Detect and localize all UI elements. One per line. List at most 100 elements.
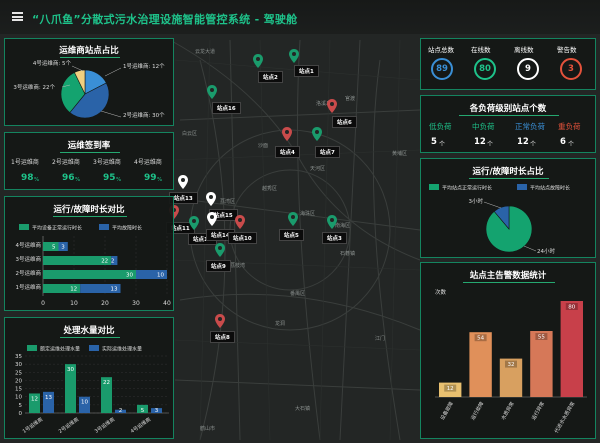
bar-segment [43,242,59,251]
pin-shape [235,215,245,229]
map-marker-label[interactable]: 站点5 [279,229,304,241]
map-marker-pin-icon[interactable] [327,215,337,229]
load-level-unit: 个 [439,141,446,148]
bar-value-label: 55 [538,335,545,341]
panel-title: 运维商站点占比 [59,46,119,56]
title-underline [463,282,555,283]
load-level-label: 重负荷 [558,122,581,131]
map-marker-label[interactable]: 站点7 [315,146,340,158]
stat-label: 离线数 [514,46,534,54]
bar-value-label: 5 [141,408,145,414]
map-marker-pin-icon[interactable] [215,314,225,328]
pin-hole [210,88,214,92]
map-marker-label[interactable]: 站点8 [210,331,235,343]
map-marker-pin-icon[interactable] [327,99,337,113]
map-marker-label[interactable]: 站点2 [258,71,283,83]
bar-value-label: 54 [477,336,484,342]
pie-leader [104,67,122,77]
alarm-stats-panel: 站点主告警数据统计 次数 12 设备故障 54 运行故障 32 水质异常 55 运行异常 80 代进… [420,262,596,439]
map-marker-label[interactable]: 站点10 [228,232,257,244]
map-marker-label[interactable]: 站点6 [332,116,357,128]
load-level-value: 12 [517,137,529,147]
map-place-label: 沙面 [258,143,269,149]
bar [43,391,54,413]
bar-segment [136,270,167,279]
map-place-label: 鹤山市 [200,426,216,432]
map-marker-pin-icon[interactable] [207,85,217,99]
map-marker-pin-icon[interactable] [253,54,263,68]
map-place-label: 海珠区 [300,211,316,217]
y-tick-label: 5 [19,403,23,409]
sign-in-rate-value: 95 [103,173,116,183]
legend-swatch [27,345,37,351]
map-marker-label[interactable]: 站点3 [322,232,347,244]
map-marker-label[interactable]: 站点1 [294,65,319,77]
title-underline [469,178,549,179]
map-marker-pin-icon[interactable] [206,192,216,206]
y-tick-label: 3号运维商 [16,255,42,263]
map-place-label: 石碁镇 [340,251,356,257]
pie-slice [69,82,110,119]
pin-shape [215,243,225,257]
operator-share-panel: 运维商站点占比 1号运维商: 12个 2号运维商: 30个 3号运维商: 22个 4号… [4,38,174,126]
map-marker-label[interactable]: 站点13 [169,192,198,204]
pin-hole [210,215,214,219]
pie-leader [71,65,84,72]
panel-title: 运维签到率 [67,141,111,151]
bar-value-label: 30 [126,273,133,279]
load-level-value: 12 [474,137,486,147]
bar-value-label: 12 [31,396,38,402]
y-tick-label: 10 [15,395,22,401]
pin-hole [256,57,260,61]
map-marker-pin-icon[interactable] [288,212,298,226]
bar [530,331,553,397]
map-marker-label[interactable]: 站点14 [206,229,235,241]
hamburger-menu-icon[interactable] [12,12,23,21]
map-marker-pin-icon[interactable] [289,49,299,63]
stat-count-badge: 3 [560,58,582,80]
x-tick-label: 运行异常 [530,401,546,422]
stat-label: 站点总数 [428,46,454,54]
load-level-label: 低负荷 [429,122,452,131]
legend-swatch [517,184,527,190]
bar-value-label: 2 [119,408,123,414]
map-marker-pin-icon[interactable] [178,175,188,189]
map-marker-label[interactable]: 站点16 [212,102,241,114]
panel-title: 运行/故障时长占比 [472,167,544,177]
pin-hole [330,102,334,106]
x-tick-label: 10 [70,300,78,307]
map-marker-pin-icon[interactable] [207,212,217,226]
x-tick-label: 2号运维商 [57,416,80,435]
map-marker-pin-icon[interactable] [215,243,225,257]
pin-hole [330,218,334,222]
bar-value-label: 5 [52,245,56,251]
map-place-label: 南海区 [335,223,351,229]
map-marker-pin-icon[interactable] [282,127,292,141]
bar [101,377,112,413]
map-marker-pin-icon[interactable] [189,216,199,230]
bar-segment [111,256,118,265]
load-level-unit: 个 [487,141,494,148]
x-tick-label: 30 [132,300,140,307]
pin-shape [178,175,188,189]
map-marker-label[interactable]: 站点4 [275,146,300,158]
sign-in-rate-unit: % [75,177,81,183]
panel-title: 各负荷级别站点个数 [469,104,547,114]
pie-label: 2号运维商: 30个 [123,111,165,119]
map-marker-pin-icon[interactable] [235,215,245,229]
pin-shape [253,54,263,68]
x-tick-label: 设备故障 [439,401,455,422]
map-marker-pin-icon[interactable] [312,127,322,141]
sign-in-rate-panel: 运维签到率 1号运维商 98% 2号运维商 96% 3号运维商 95% 4号运维商 99% [4,132,174,190]
pie-label: 1号运维商: 12个 [123,62,165,70]
legend-swatch [429,184,439,190]
title-underline [53,216,127,217]
map-place-label: 江门 [375,336,386,342]
pie-label: 3小时 [469,197,484,205]
pin-hole [209,195,213,199]
bar-value-label: 2 [111,259,115,265]
bar-segment [43,270,136,279]
stat-label: 在线数 [471,46,491,54]
map-marker-label[interactable]: 站点9 [206,260,231,272]
legend-label: 额定运维处理水量 [40,346,80,353]
